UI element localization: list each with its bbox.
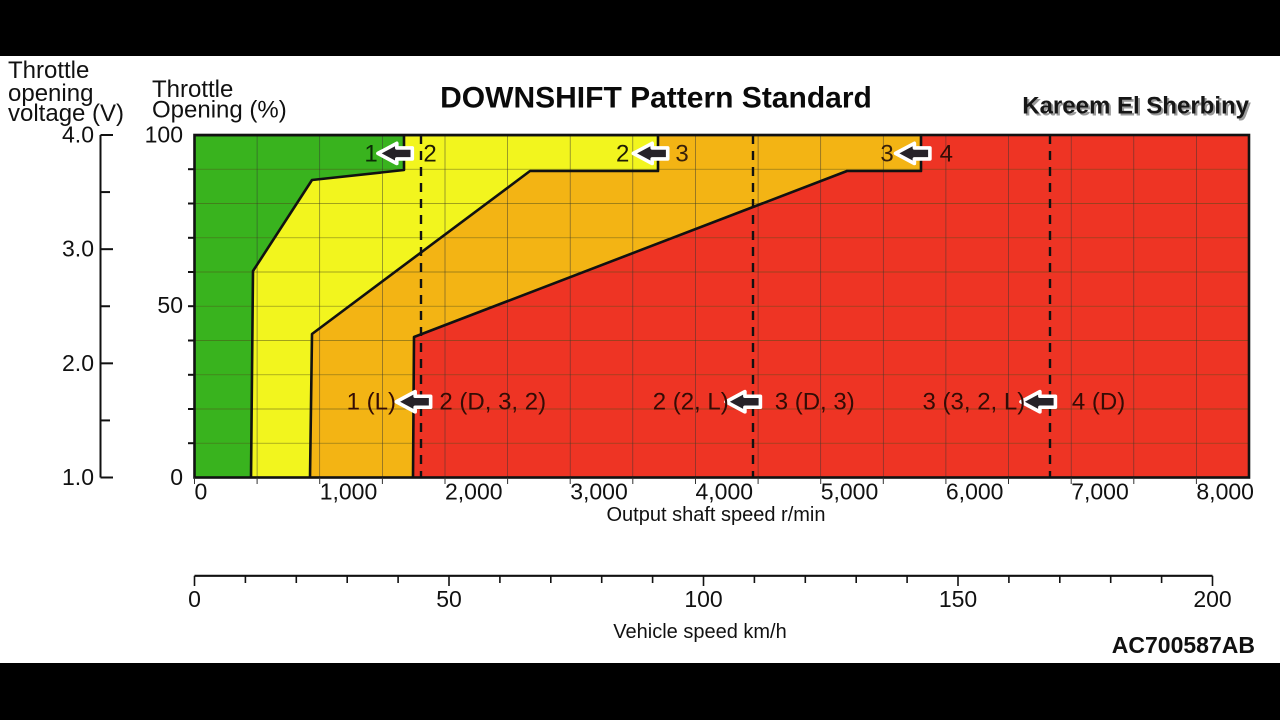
svg-text:3,000: 3,000 [570,479,628,505]
svg-text:2: 2 [616,141,629,168]
svg-text:200: 200 [1193,586,1231,612]
svg-text:Output shaft speed r/min: Output shaft speed r/min [606,504,825,526]
svg-text:voltage (V): voltage (V) [8,100,124,127]
svg-text:3: 3 [675,141,688,168]
svg-text:1: 1 [364,141,377,168]
svg-text:2 (D, 3, 2): 2 (D, 3, 2) [439,389,546,416]
svg-text:0: 0 [188,586,201,612]
svg-text:100: 100 [684,586,722,612]
svg-text:4,000: 4,000 [696,479,754,505]
svg-text:3.0: 3.0 [62,236,94,262]
svg-text:1 (L): 1 (L) [347,389,396,416]
svg-text:150: 150 [939,586,977,612]
svg-text:Opening (%): Opening (%) [152,97,287,124]
svg-text:0: 0 [170,464,183,490]
svg-text:1.0: 1.0 [62,464,94,490]
svg-text:100: 100 [145,122,183,148]
svg-text:7,000: 7,000 [1071,479,1129,505]
svg-text:4: 4 [940,141,953,168]
svg-text:2 (2, L): 2 (2, L) [653,389,729,416]
svg-text:5,000: 5,000 [821,479,879,505]
svg-text:Vehicle speed km/h: Vehicle speed km/h [613,621,786,643]
svg-text:3 (D, 3): 3 (D, 3) [775,389,855,416]
svg-text:6,000: 6,000 [946,479,1004,505]
svg-text:2: 2 [423,141,436,168]
svg-text:3: 3 [880,141,893,168]
svg-text:50: 50 [157,292,183,318]
svg-text:1,000: 1,000 [320,479,378,505]
svg-text:Kareem El Sherbiny: Kareem El Sherbiny [1022,93,1249,120]
svg-text:DOWNSHIFT Pattern Standard: DOWNSHIFT Pattern Standard [440,82,872,115]
svg-text:50: 50 [436,586,462,612]
svg-text:0: 0 [195,479,208,505]
svg-text:AC700587AB: AC700587AB [1112,632,1255,658]
svg-text:8,000: 8,000 [1196,479,1254,505]
svg-text:3 (3, 2, L): 3 (3, 2, L) [923,389,1026,416]
svg-text:4 (D): 4 (D) [1072,389,1125,416]
svg-text:2.0: 2.0 [62,350,94,376]
svg-text:2,000: 2,000 [445,479,503,505]
